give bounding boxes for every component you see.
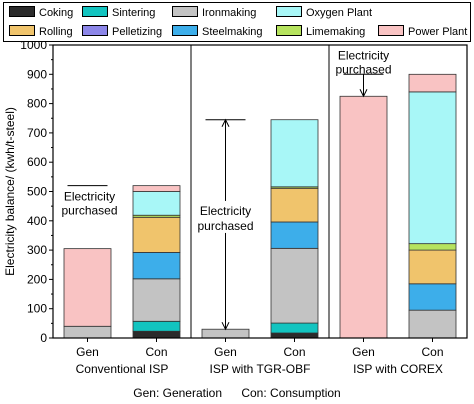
legend-item-ironmaking: Ironmaking xyxy=(172,6,256,19)
x-tick-label: Gen xyxy=(76,345,99,359)
arrow-head xyxy=(359,89,368,98)
x-tick-label: Con xyxy=(145,345,167,359)
x-tick-label: Con xyxy=(421,345,443,359)
bar-segment-coking xyxy=(270,332,319,339)
bar-segment-ironmaking xyxy=(408,309,457,339)
group-label: Conventional ISP xyxy=(76,362,169,376)
bar-segment-ironmaking xyxy=(201,328,250,339)
bar-segment-oxygen-plant xyxy=(132,191,181,216)
arrow-head xyxy=(221,118,230,127)
legend-label: Coking xyxy=(39,7,74,19)
bar-segment-rolling xyxy=(132,216,181,253)
legend-item-coking: Coking xyxy=(9,6,73,19)
bar-segment-rolling xyxy=(270,187,319,223)
legend-swatch xyxy=(82,25,108,36)
annotation-label: Electricity purchased xyxy=(335,49,391,77)
y-tick-label: 100 xyxy=(27,302,47,316)
bar-segment-sintering xyxy=(270,322,319,334)
y-tick-label: 0 xyxy=(40,331,47,345)
legend-swatch xyxy=(172,6,198,17)
legend-label: Sintering xyxy=(112,7,156,19)
legend-swatch xyxy=(276,25,302,36)
legend-swatch xyxy=(172,25,198,36)
bar-segment-ironmaking xyxy=(132,278,181,322)
bar-segment-coking xyxy=(132,330,181,339)
y-tick-label: 600 xyxy=(27,155,47,169)
x-tick-label: Con xyxy=(283,345,305,359)
y-axis-label: Electricity balance/ (kwh/t-steel) xyxy=(3,107,17,276)
legend-item-sintering: Sintering xyxy=(82,6,155,19)
legend-item-pelletizing: Pelletizing xyxy=(82,25,162,38)
bar-segment-power-plant xyxy=(408,73,457,93)
bar-segment-steelmaking xyxy=(270,221,319,249)
bar-segment-ironmaking xyxy=(270,247,319,324)
bar-segment-power-plant xyxy=(132,185,181,192)
footnote-con: Con: Consumption xyxy=(241,386,341,400)
bar-segment-steelmaking xyxy=(408,283,457,311)
x-tick-label: Gen xyxy=(352,345,375,359)
annotation-label-bg xyxy=(194,200,257,233)
legend-label: Power Plant xyxy=(408,26,468,38)
y-tick-label: 300 xyxy=(27,243,47,257)
annotation-label: Electricity purchased xyxy=(197,204,253,233)
group-label: ISP with TGR-OBF xyxy=(210,362,311,376)
bar-segment-oxygen-plant xyxy=(270,119,319,188)
bar-segment-power-plant xyxy=(63,248,112,327)
y-tick-label: 400 xyxy=(27,214,47,228)
y-tick-label: 900 xyxy=(27,67,47,81)
legend-swatch xyxy=(82,6,108,17)
bar-segment-rolling xyxy=(408,249,457,285)
legend-swatch xyxy=(9,6,35,17)
legend-label: Pelletizing xyxy=(112,26,163,38)
legend-label: Oxygen Plant xyxy=(306,7,373,19)
legend-swatch xyxy=(9,25,35,36)
annotation-label: Electricity purchased xyxy=(61,189,117,217)
legend-label: Steelmaking xyxy=(202,26,263,38)
legend-label: Rolling xyxy=(39,26,73,38)
legend-swatch xyxy=(378,25,404,36)
legend-item-rolling: Rolling xyxy=(9,25,73,38)
legend: Coking Sintering Ironmaking Oxygen Plant Rol… xyxy=(3,2,471,42)
legend-label: Limemaking xyxy=(306,26,366,38)
bar-segment-oxygen-plant xyxy=(408,91,457,245)
legend-item-limemaking: Limemaking xyxy=(276,25,365,38)
group-label: ISP with COREX xyxy=(353,362,443,376)
bar-segment-steelmaking xyxy=(132,252,181,280)
footnote-gen: Gen: Generation xyxy=(133,386,222,400)
x-tick-label: Gen xyxy=(214,345,237,359)
legend-item-power-plant: Power Plant xyxy=(378,25,467,38)
bar-segment-ironmaking xyxy=(63,325,112,339)
arrow-head xyxy=(221,321,230,331)
legend-label: Ironmaking xyxy=(202,7,257,19)
footnote: Gen: Generation Con: Consumption xyxy=(0,386,474,400)
bar-segment-sintering xyxy=(132,320,181,332)
y-tick-label: 200 xyxy=(27,272,47,286)
y-tick-label: 800 xyxy=(27,97,47,111)
legend-swatch xyxy=(276,6,302,17)
legend-item-oxygen-plant: Oxygen Plant xyxy=(276,6,372,19)
bar-segment-power-plant xyxy=(339,95,388,339)
y-tick-label: 700 xyxy=(27,126,47,140)
legend-item-steelmaking: Steelmaking xyxy=(172,25,263,38)
bar-segment-limemaking xyxy=(408,243,457,251)
y-tick-label: 500 xyxy=(27,185,47,199)
